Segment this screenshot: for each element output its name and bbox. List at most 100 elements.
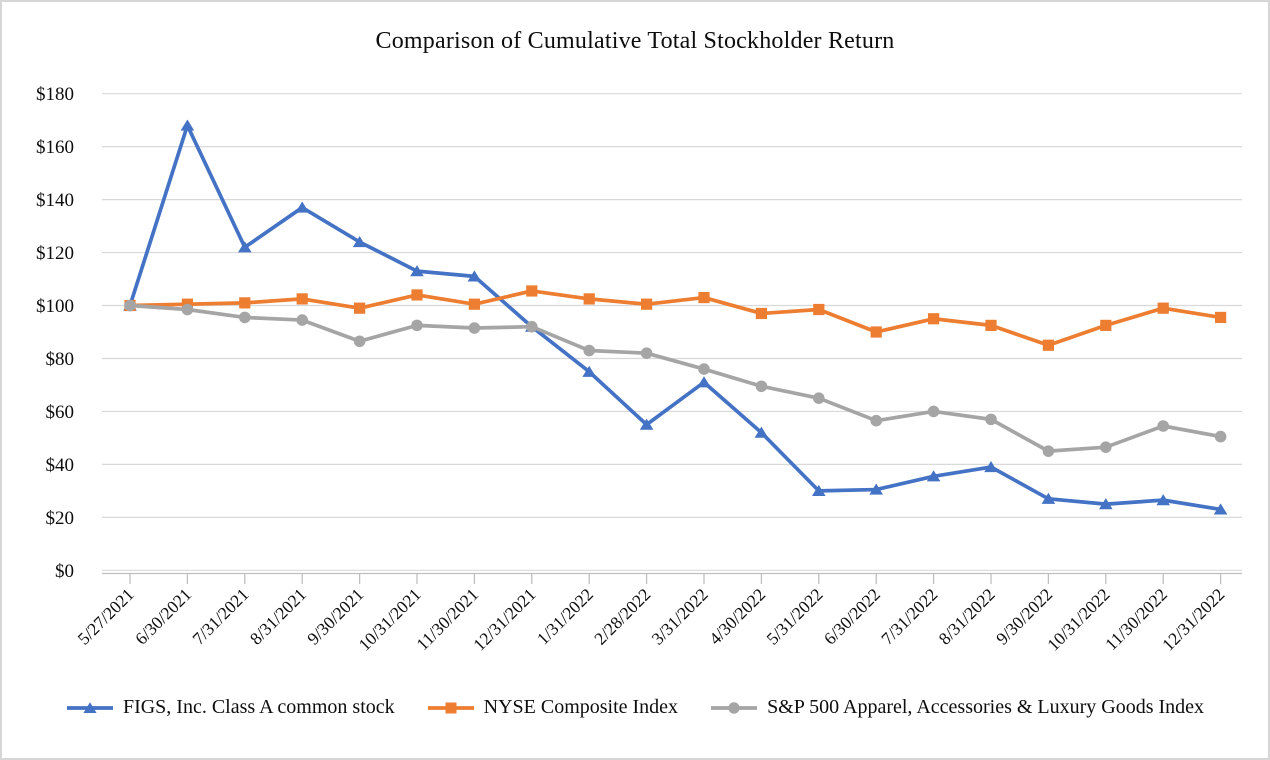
triangle-marker [984,461,998,473]
chart-title: Comparison of Cumulative Total Stockhold… [375,28,895,54]
square-marker [870,326,882,338]
x-axis-tick-label: 2/28/2022 [590,584,654,648]
y-axis-tick-label: $120 [36,243,74,264]
x-axis-tick-label: 12/31/2022 [1158,584,1229,655]
legend-item: FIGS, Inc. Class A common stock [66,696,395,719]
triangle-marker [639,418,654,430]
square-marker [239,297,251,309]
x-axis-tick-label: 8/31/2021 [246,584,310,648]
y-axis-tick-label: $100 [36,296,74,317]
x-axis-tick-label: 3/31/2022 [647,584,711,648]
square-marker [755,307,767,320]
circle-marker [870,414,882,427]
series-line [128,123,1223,512]
circle-marker [698,363,710,375]
circle-marker [181,303,194,316]
square-marker [1157,302,1169,314]
square-marker [698,291,710,304]
chart-legend: FIGS, Inc. Class A common stock NYSE Comp… [2,696,1268,719]
x-axis-tick-label: 4/30/2022 [705,584,769,648]
square-marker [641,298,653,310]
legend-item: S&P 500 Apparel, Accessories & Luxury Go… [710,696,1204,719]
circle-marker [755,380,768,393]
square-marker [354,302,366,314]
y-axis-tick-label: $0 [55,561,74,582]
y-axis-tick-label: $20 [46,508,75,529]
circle-marker [728,701,740,714]
circle-marker [296,314,309,326]
x-axis-tick-label: 8/31/2022 [934,584,998,648]
circle-marker [927,405,940,418]
triangle-marker [467,270,482,282]
legend-label: S&P 500 Apparel, Accessories & Luxury Go… [767,696,1205,718]
circle-marker [1100,441,1112,453]
triangle-legend-icon [66,701,113,713]
circle-marker [813,392,825,404]
triangle-marker [83,701,97,713]
triangle-marker [812,484,826,496]
triangle-marker [1099,498,1113,510]
square-marker [1215,311,1227,324]
triangle-marker [352,235,367,248]
circle-marker [411,319,423,332]
series-line [128,303,1223,453]
square-legend-icon [427,702,474,713]
series-3 [124,299,1227,457]
circle-marker [353,335,366,348]
x-axis-tick-label: 12/31/2021 [469,584,540,655]
series-line [128,289,1223,348]
triangle-marker [697,376,711,388]
triangle-marker [1156,494,1170,506]
circle-marker [526,320,538,333]
circle-marker [985,413,997,426]
square-marker [985,319,997,331]
circle-marker [124,299,136,312]
x-axis-tick-label: 7/31/2021 [188,584,252,648]
circle-marker [583,344,595,357]
square-marker [445,702,457,713]
legend-item: NYSE Composite Index [427,696,678,719]
square-marker [928,313,940,325]
circle-marker [1214,430,1227,443]
square-marker [296,293,308,305]
x-axis-tick-label: 5/31/2022 [762,584,826,648]
plot-area: $180 $160 $140 $120 $100 $80 $60 $40 $20 $05/27/2… [36,84,1242,655]
square-marker [1042,339,1054,351]
y-axis-tick-label: $60 [46,402,75,423]
y-axis-tick-label: $180 [36,84,74,105]
triangle-marker [869,483,883,495]
x-axis-tick-label: 5/27/2021 [73,584,137,648]
triangle-marker [582,365,596,377]
triangle-marker [926,470,941,482]
y-axis-tick-label: $80 [46,349,75,370]
triangle-marker [1041,492,1056,504]
triangle-marker [295,201,309,213]
circle-marker [239,311,251,324]
circle-marker [640,347,653,359]
square-marker [1100,319,1112,331]
square-marker [813,303,825,316]
circle-legend-icon [711,701,758,714]
y-axis-tick-label: $160 [36,137,74,158]
circle-marker [1042,445,1055,457]
circle-marker [1157,420,1169,432]
x-axis-tick-label: 6/30/2022 [820,584,884,648]
x-axis-tick-label: 7/31/2022 [877,584,941,648]
square-marker [583,293,595,305]
y-axis-tick-label: $140 [36,190,74,211]
legend-label: NYSE Composite Index [483,696,679,718]
square-marker [411,289,423,301]
y-axis-tick-label: $40 [46,455,75,476]
triangle-marker [410,265,424,277]
triangle-marker [1213,503,1228,515]
triangle-marker [180,119,195,131]
series-1 [123,119,1228,515]
triangle-marker [238,241,252,253]
square-marker [468,298,480,310]
legend-label: FIGS, Inc. Class A common stock [122,696,395,718]
x-axis-tick-label: 6/30/2021 [131,584,195,648]
square-marker [526,285,538,297]
triangle-marker [754,426,769,438]
